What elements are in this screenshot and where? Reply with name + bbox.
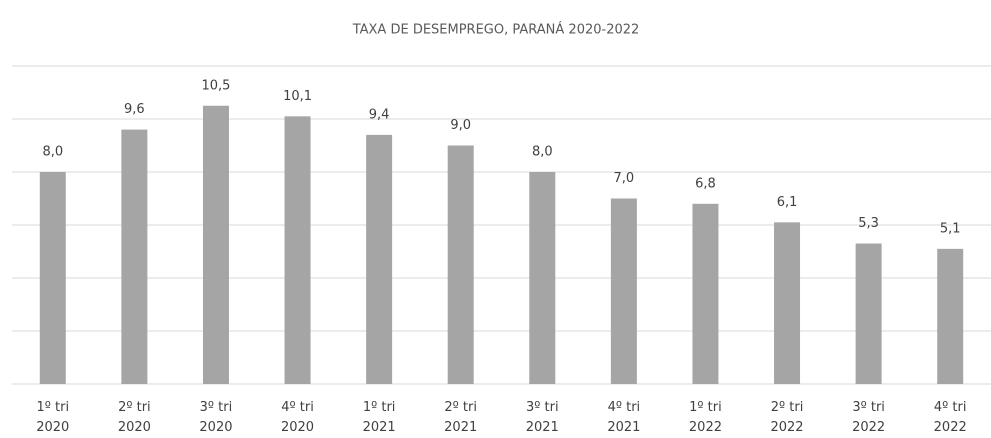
value-label: 10,5: [201, 78, 230, 93]
value-label: 9,0: [450, 118, 471, 133]
bar: [121, 129, 148, 384]
x-tick-label: 3º tri 2021: [525, 400, 559, 435]
x-tick-label: 4º tri 2020: [280, 400, 315, 435]
bar: [39, 172, 66, 384]
bar: [529, 172, 556, 384]
x-tick-label: 1º tri 2021: [362, 400, 396, 435]
value-label: 6,8: [695, 176, 716, 191]
value-label: 7,0: [614, 171, 635, 186]
bar: [447, 145, 474, 384]
bar: [855, 243, 882, 384]
x-tick-label: 4º tri 2022: [933, 400, 967, 435]
value-label: 9,6: [124, 102, 145, 117]
bar: [610, 198, 637, 384]
bar: [937, 248, 964, 384]
value-label: 10,1: [283, 89, 312, 104]
x-tick-label: 3º tri 2022: [852, 400, 886, 435]
value-label: 8,0: [532, 145, 553, 160]
bar: [774, 222, 801, 384]
chart-title: TAXA DE DESEMPREGO, PARANÁ 2020-2022: [352, 22, 640, 38]
value-label: 5,3: [858, 216, 879, 231]
x-tick-label: 2º tri 2021: [444, 400, 478, 435]
bar: [202, 105, 229, 384]
value-label: 5,1: [940, 221, 961, 236]
x-tick-label: 2º tri 2022: [770, 400, 804, 435]
value-label: 8,0: [42, 145, 63, 160]
x-tick-label: 1º tri 2022: [688, 400, 722, 435]
value-label: 9,4: [369, 107, 390, 122]
x-tick-label: 3º tri 2020: [199, 400, 233, 435]
x-tick-label: 1º tri 2020: [36, 400, 70, 435]
bar: [284, 116, 311, 384]
x-tick-label: 4º tri 2021: [607, 400, 641, 435]
value-label: 6,1: [777, 195, 798, 210]
x-tick-label: 2º tri 2020: [117, 400, 151, 435]
bar: [366, 134, 393, 384]
bar: [692, 203, 719, 384]
